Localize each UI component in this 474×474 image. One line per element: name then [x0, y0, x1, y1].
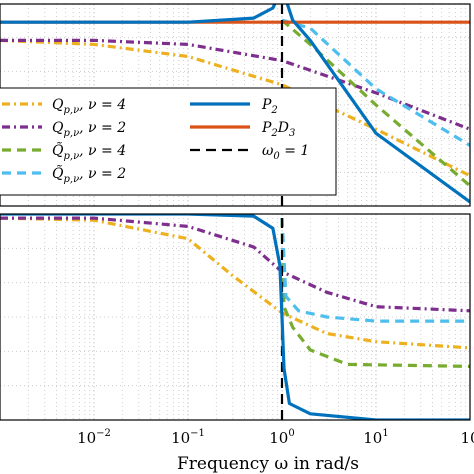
- series-line-q-p-4: [0, 38, 470, 178]
- legend-box: [0, 87, 337, 196]
- series-group: [0, 214, 470, 420]
- series-line-q-p-4: [280, 218, 470, 368]
- x-axis-label: Frequency ω in rad/s: [177, 454, 359, 474]
- x-tick-label: 10: [460, 429, 474, 447]
- legend-label: P2D3: [261, 120, 295, 139]
- bottom-panel: [0, 213, 471, 421]
- legend-label: Q̃p,ν, ν = 2: [52, 164, 126, 185]
- x-tick-label: 10−2: [77, 428, 111, 447]
- axes-frame: [0, 3, 471, 207]
- legend: Qp,ν, ν = 4 Qp,ν, ν = 2 Q̃p,ν, ν = 4Q̃p,ν,…: [0, 87, 337, 196]
- x-tick-label: 10−1: [171, 428, 205, 447]
- series-line-q-p-4: [0, 216, 470, 350]
- series-line-q-p-4: [280, 18, 470, 188]
- x-tick-label: 100: [269, 428, 294, 447]
- series-line-p-2: [0, 214, 470, 420]
- series-line-q-p-2: [281, 18, 470, 147]
- series-line-q-p-2: [280, 218, 470, 323]
- axes-frame: [0, 213, 471, 421]
- legend-label: ω0 = 1: [262, 143, 309, 162]
- series-line-q-p-2: [0, 216, 470, 313]
- legend-label: Qp,ν, ν = 4: [52, 97, 126, 116]
- legend-label: Q̃p,ν, ν = 4: [52, 141, 126, 162]
- series-line-p-2: [0, 4, 470, 204]
- legend-label: P2: [261, 97, 278, 116]
- x-tick-label: 101: [363, 428, 388, 447]
- x-tick-labels: 10−2 10−1 100 101 10: [77, 428, 474, 447]
- legend-label: Qp,ν, ν = 2: [52, 120, 126, 139]
- series-group: [0, 4, 470, 206]
